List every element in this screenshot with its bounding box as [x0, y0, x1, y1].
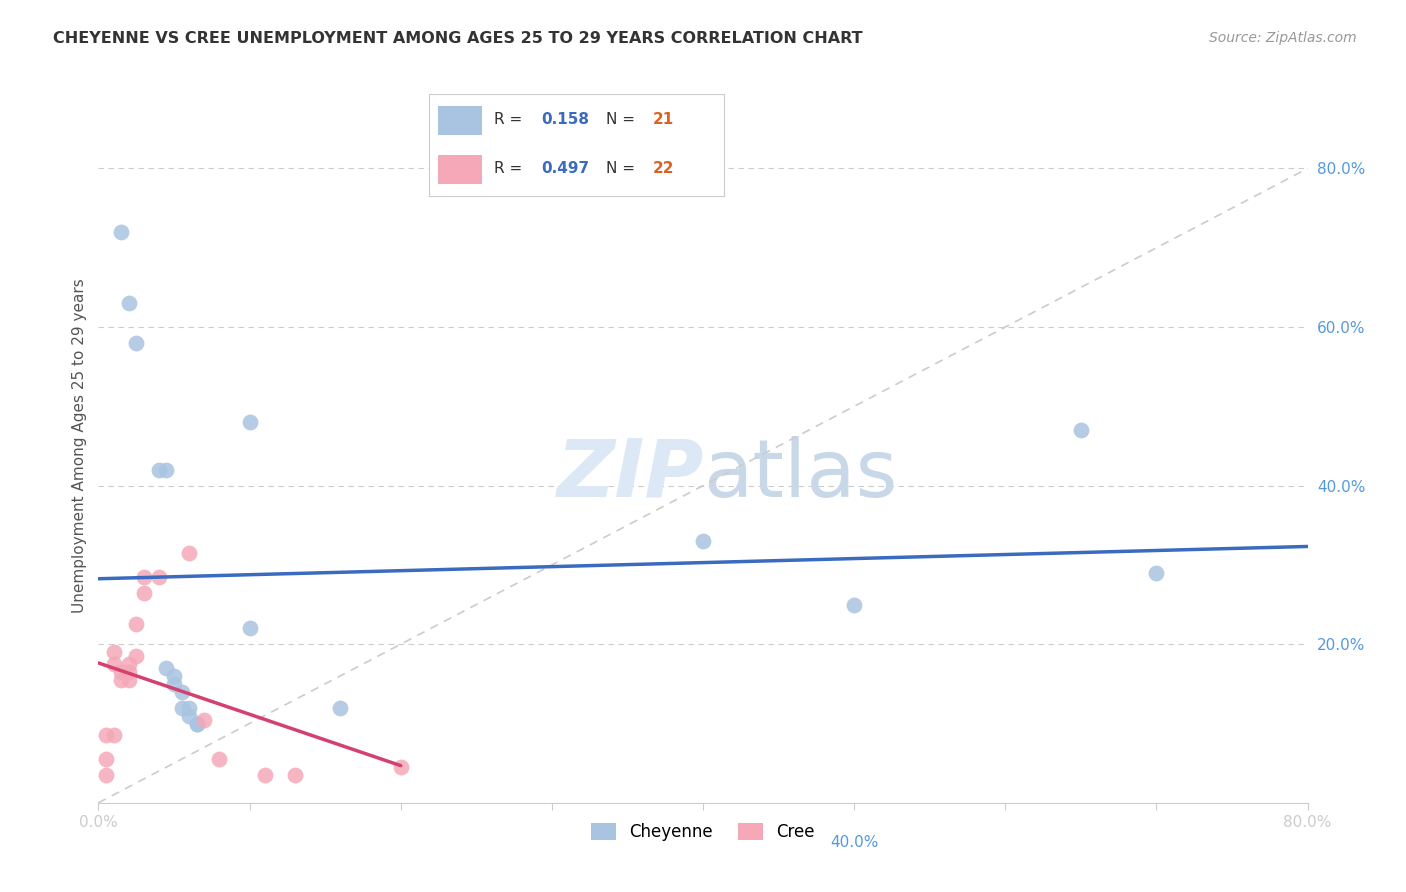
Point	[163, 677, 186, 691]
Point	[284, 768, 307, 782]
Point	[148, 570, 170, 584]
Bar	[437, 106, 482, 135]
Text: 40.0%: 40.0%	[830, 835, 879, 850]
Point	[103, 657, 125, 671]
Text: 22: 22	[654, 161, 675, 176]
Point	[148, 463, 170, 477]
Point	[155, 463, 177, 477]
Point	[110, 673, 132, 687]
Text: ZIP: ZIP	[555, 435, 703, 514]
Text: 21: 21	[654, 112, 675, 127]
Point	[186, 716, 208, 731]
Point	[239, 621, 262, 635]
Point	[103, 728, 125, 742]
Point	[103, 645, 125, 659]
Text: N =: N =	[606, 112, 640, 127]
Point	[329, 700, 352, 714]
Point	[844, 598, 866, 612]
Point	[125, 617, 148, 632]
Point	[125, 649, 148, 664]
Text: N =: N =	[606, 161, 640, 176]
Point	[179, 708, 201, 723]
Point	[253, 768, 276, 782]
Point	[170, 685, 193, 699]
Point	[179, 546, 201, 560]
Point	[118, 657, 141, 671]
Bar	[437, 155, 482, 184]
Y-axis label: Unemployment Among Ages 25 to 29 years: Unemployment Among Ages 25 to 29 years	[72, 278, 87, 614]
Text: 0.158: 0.158	[541, 112, 589, 127]
Point	[179, 700, 201, 714]
Text: R =: R =	[494, 161, 527, 176]
Point	[1144, 566, 1167, 580]
Point	[1070, 423, 1092, 437]
Point	[208, 752, 231, 766]
Legend: Cheyenne, Cree: Cheyenne, Cree	[585, 816, 821, 848]
Point	[118, 296, 141, 310]
Point	[155, 661, 177, 675]
Point	[692, 534, 714, 549]
Point	[94, 728, 117, 742]
Point	[118, 673, 141, 687]
Point	[125, 335, 148, 350]
Point	[239, 415, 262, 429]
Point	[132, 585, 155, 599]
Text: Source: ZipAtlas.com: Source: ZipAtlas.com	[1209, 31, 1357, 45]
Point	[193, 713, 215, 727]
Point	[163, 669, 186, 683]
Point	[94, 752, 117, 766]
Text: atlas: atlas	[703, 435, 897, 514]
Point	[110, 225, 132, 239]
Text: R =: R =	[494, 112, 527, 127]
Point	[110, 665, 132, 679]
Point	[389, 760, 412, 774]
Point	[94, 768, 117, 782]
Point	[186, 716, 208, 731]
Point	[132, 570, 155, 584]
Point	[118, 665, 141, 679]
Point	[170, 700, 193, 714]
Text: CHEYENNE VS CREE UNEMPLOYMENT AMONG AGES 25 TO 29 YEARS CORRELATION CHART: CHEYENNE VS CREE UNEMPLOYMENT AMONG AGES…	[53, 31, 863, 46]
Text: 0.497: 0.497	[541, 161, 589, 176]
